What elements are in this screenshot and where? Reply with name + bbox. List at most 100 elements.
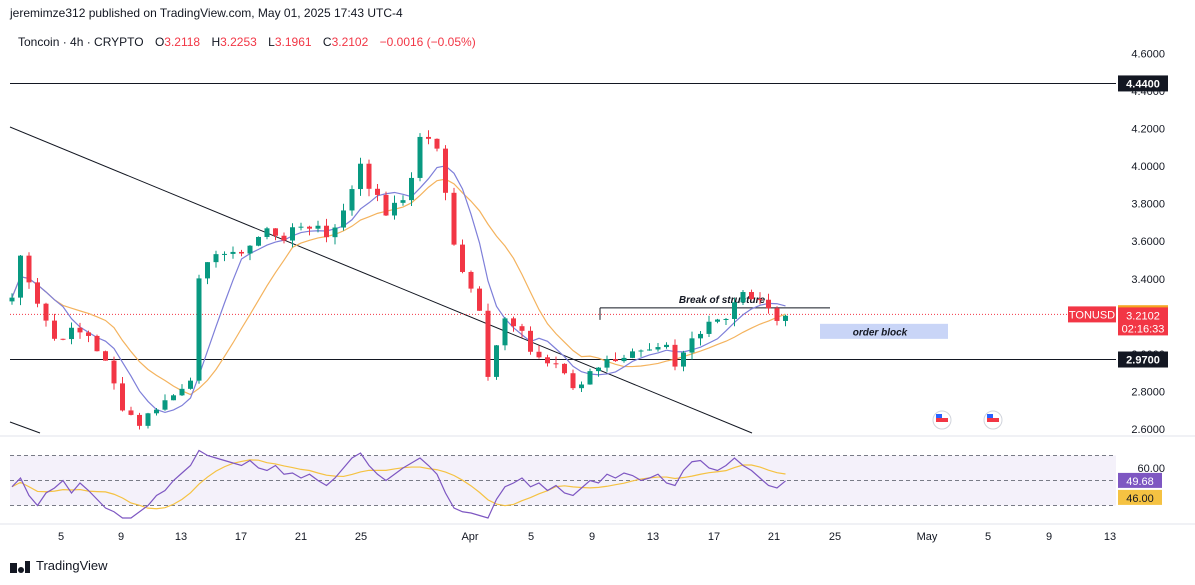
candle-body <box>647 349 652 351</box>
candle-body <box>494 345 499 377</box>
y-tick-label: 3.6000 <box>1131 236 1165 248</box>
candle-body <box>171 395 176 401</box>
candle-body <box>689 338 695 353</box>
x-tick-label: 17 <box>708 531 720 543</box>
candle-body <box>273 228 278 236</box>
candle-body <box>264 228 270 237</box>
rsi-value-badge <box>1118 472 1162 488</box>
close-label: C <box>322 35 332 49</box>
candle-body <box>358 163 363 190</box>
y-tick-label: 2.6000 <box>1131 424 1165 436</box>
candle-body <box>120 383 125 411</box>
candle-body <box>681 352 686 367</box>
ticker-badge <box>1068 306 1116 323</box>
rsi-ma-line <box>11 459 786 510</box>
candle-body <box>60 338 66 340</box>
candle-body <box>205 262 210 279</box>
footer: TradingView <box>10 558 108 573</box>
candle-body <box>613 359 618 362</box>
candle-body <box>315 225 321 229</box>
candle-body <box>307 226 312 229</box>
candle-body <box>740 292 746 303</box>
y-tick-label: 4.0000 <box>1131 161 1165 173</box>
brand-name: TradingView <box>36 558 108 573</box>
low-label: L <box>268 35 275 49</box>
candle-body <box>77 327 83 333</box>
candle-body <box>383 194 389 216</box>
x-tick-label: 13 <box>647 531 659 543</box>
x-tick-label: 25 <box>829 531 841 543</box>
ticker-badge-label: TONUSD <box>1069 309 1115 321</box>
x-tick-label: 17 <box>235 531 247 543</box>
rsi-ma-label: 46.00 <box>1126 493 1154 505</box>
flag-stripe <box>936 418 948 422</box>
candle-body <box>409 177 414 201</box>
candle-body <box>519 326 525 331</box>
candle-body <box>324 225 329 238</box>
rsi-line <box>11 449 786 519</box>
level-badge <box>1118 75 1168 92</box>
candle-body <box>247 245 253 254</box>
y-tick-label: 3.4000 <box>1131 274 1165 286</box>
candle-body <box>426 136 431 139</box>
candle-body <box>111 360 117 384</box>
candle-body <box>664 344 669 348</box>
candle-body <box>145 413 151 426</box>
ma-fast-line <box>11 165 786 414</box>
x-tick-label: 21 <box>768 531 780 543</box>
rsi-ma-badge <box>1118 489 1162 505</box>
candle-body <box>9 297 15 302</box>
rsi-value-label: 49.68 <box>1126 476 1154 488</box>
x-tick-label: 9 <box>589 531 595 543</box>
candle-body <box>732 302 737 319</box>
x-tick-label: 5 <box>528 531 534 543</box>
ma-slow-line <box>11 178 786 396</box>
candle-body <box>162 400 168 410</box>
x-tick-label: 5 <box>985 531 991 543</box>
open-value: 3.2118 <box>164 35 201 49</box>
rsi-tick-label: 60.00 <box>1137 463 1165 475</box>
trend-line-lower <box>9 421 41 434</box>
x-tick-label: 13 <box>175 531 187 543</box>
y-tick-label: 4.6000 <box>1131 48 1165 60</box>
level-badge <box>1118 351 1168 368</box>
current-price-label: 3.2102 <box>1126 310 1160 322</box>
candle-body <box>281 235 287 241</box>
candle-body <box>604 359 610 368</box>
candle-body <box>400 200 406 203</box>
x-tick-label: 9 <box>118 531 124 543</box>
candle-body <box>570 373 576 389</box>
candle-body <box>511 318 516 327</box>
candle-body <box>630 351 635 358</box>
symbol-title: Toncoin · 4h · CRYPTO <box>18 35 144 49</box>
candle-body <box>43 303 49 321</box>
candle-body <box>672 344 678 367</box>
candle-body <box>222 253 227 255</box>
candle-body <box>774 308 780 321</box>
x-tick-label: 13 <box>1104 531 1116 543</box>
candle-body <box>366 163 372 189</box>
x-tick-label: 21 <box>295 531 307 543</box>
high-value: 3.2253 <box>220 35 257 49</box>
candle-body <box>579 384 584 389</box>
change-value: −0.0016 (−0.05%) <box>379 35 476 49</box>
flag-canton <box>987 414 993 418</box>
candle-body <box>349 189 355 211</box>
candle-body <box>179 388 185 396</box>
tradingview-logo-icon <box>10 559 30 573</box>
high-label: H <box>211 35 221 49</box>
candle-body <box>638 350 644 352</box>
candle-body <box>188 380 193 389</box>
publisher-line: jeremimze312 published on TradingView.co… <box>10 6 403 20</box>
candle-body <box>86 332 91 336</box>
candle-body <box>536 351 542 358</box>
candle-body <box>766 299 771 309</box>
candle-body <box>621 357 627 362</box>
order-block-label: order block <box>853 327 908 338</box>
candle-body <box>477 288 482 311</box>
y-tick-label: 4.2000 <box>1131 124 1165 136</box>
candle-body <box>26 255 32 283</box>
candle-body <box>451 192 457 245</box>
candle-body <box>587 371 593 385</box>
